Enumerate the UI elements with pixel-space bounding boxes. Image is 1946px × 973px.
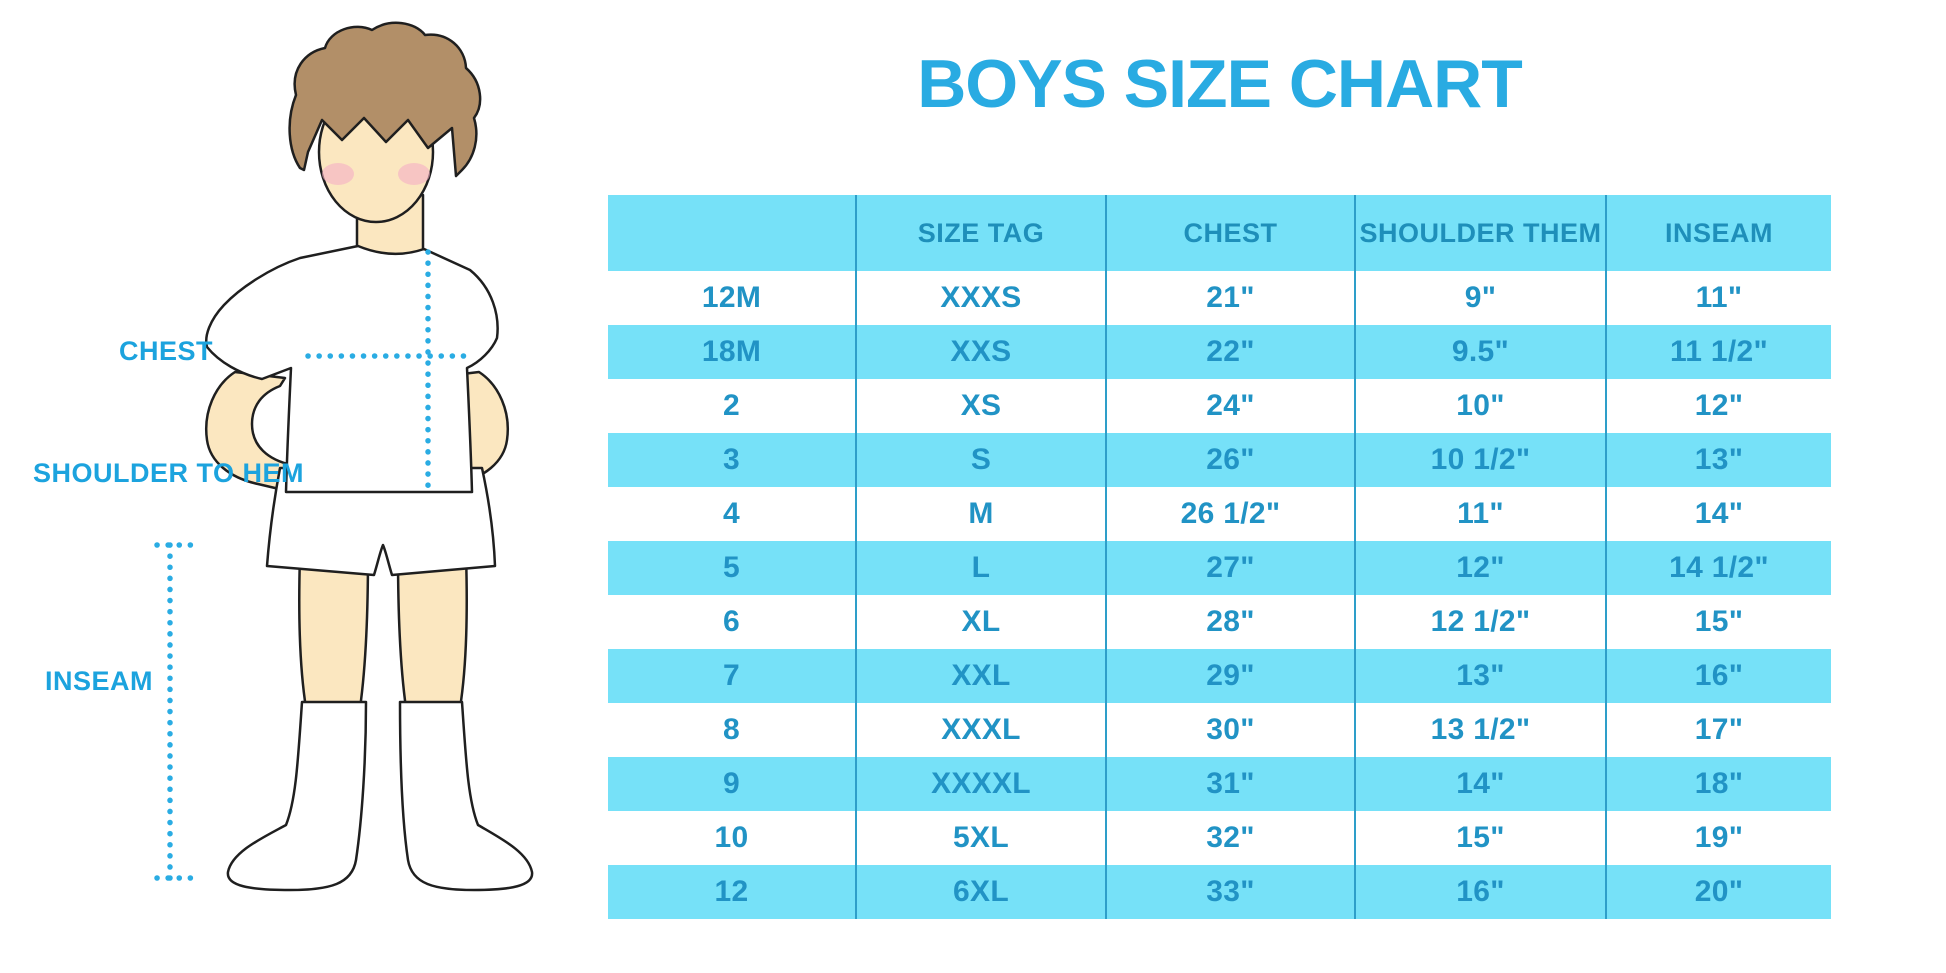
table-cell: 12M: [701, 281, 762, 314]
table-cell: 5XL: [855, 811, 1105, 865]
table-cell: 14 1/2": [1605, 541, 1831, 595]
measurement-illustration: CHEST SHOULDER TO HEM INSEAM: [0, 0, 560, 973]
table-row: 12M XXXS 21" 9" 11": [608, 271, 1831, 325]
table-row: 6 XL 28" 12 1/2" 15": [608, 595, 1831, 649]
boy-left-cheek-blush: [322, 163, 354, 185]
table-cell: 32": [1105, 811, 1354, 865]
table-cell: XXXL: [855, 703, 1105, 757]
table-cell: XS: [855, 379, 1105, 433]
table-cell: 5: [723, 551, 740, 584]
chest-label: CHEST: [119, 336, 214, 366]
table-cell: 26": [1105, 433, 1354, 487]
table-cell: 31": [1105, 757, 1354, 811]
table-cell: 7: [723, 659, 740, 692]
table-cell: 14": [1605, 487, 1831, 541]
table-cell: 12": [1605, 379, 1831, 433]
table-row: 2 XS 24" 10" 12": [608, 379, 1831, 433]
table-cell: L: [855, 541, 1105, 595]
table-cell: 29": [1105, 649, 1354, 703]
table-cell: 28": [1105, 595, 1354, 649]
table-cell: 13": [1605, 433, 1831, 487]
table-cell: 10 1/2": [1354, 433, 1605, 487]
boy-shorts: [265, 466, 497, 577]
table-cell: XXXS: [855, 271, 1105, 325]
table-cell: 18": [1605, 757, 1831, 811]
table-cell: 15": [1605, 595, 1831, 649]
table-cell: 26 1/2": [1105, 487, 1354, 541]
table-row: 7 XXL 29" 13" 16": [608, 649, 1831, 703]
table-cell: XXXXL: [855, 757, 1105, 811]
table-cell: S: [855, 433, 1105, 487]
table-cell: 8: [723, 713, 740, 746]
table-row: 18M XXS 22" 9.5" 11 1/2": [608, 325, 1831, 379]
table-cell: 24": [1105, 379, 1354, 433]
header-cell: INSEAM: [1605, 195, 1831, 271]
table-cell: 11": [1605, 271, 1831, 325]
table-cell: 9": [1354, 271, 1605, 325]
table-cell: 9.5": [1354, 325, 1605, 379]
table-cell: M: [855, 487, 1105, 541]
table-cell: 4: [723, 497, 740, 530]
table-cell: 18M: [701, 335, 762, 368]
boy-shirt: [205, 244, 499, 494]
table-cell: 17": [1605, 703, 1831, 757]
table-row: 4 M 26 1/2" 11" 14": [608, 487, 1831, 541]
table-row: 9 XXXXL 31" 14" 18": [608, 757, 1831, 811]
table-cell: 12": [1354, 541, 1605, 595]
table-row: 8 XXXL 30" 13 1/2" 17": [608, 703, 1831, 757]
table-cell: 33": [1105, 865, 1354, 919]
boy-figure-illustration: [154, 21, 534, 892]
table-cell: 16": [1354, 865, 1605, 919]
table-cell: 3: [723, 443, 740, 476]
boy-right-sock: [398, 700, 534, 892]
boy-hair: [288, 21, 482, 178]
table-cell: 10: [714, 821, 749, 854]
table-cell: XXS: [855, 325, 1105, 379]
header-cell: SHOULDER THEM: [1354, 195, 1605, 271]
inseam-label: INSEAM: [45, 666, 154, 696]
table-row: 3 S 26" 10 1/2" 13": [608, 433, 1831, 487]
table-cell: XXL: [855, 649, 1105, 703]
table-cell: 30": [1105, 703, 1354, 757]
boy-left-leg: [298, 553, 370, 710]
table-cell: 6XL: [855, 865, 1105, 919]
header-cell: [608, 195, 855, 271]
table-cell: 12 1/2": [1354, 595, 1605, 649]
table-cell: XL: [855, 595, 1105, 649]
table-cell: 14": [1354, 757, 1605, 811]
page-title: BOYS SIZE CHART: [917, 46, 1523, 122]
boy-right-cheek-blush: [398, 163, 430, 185]
boy-left-sock: [226, 700, 368, 892]
table-cell: 13 1/2": [1354, 703, 1605, 757]
size-table-body: 12M XXXS 21" 9" 11" 18M XXS 22" 9.5" 11 1/2" 2 XS 24…: [608, 271, 1831, 919]
table-cell: 20": [1605, 865, 1831, 919]
size-table-header: SIZE TAG CHEST SHOULDER THEM INSEAM: [608, 195, 1831, 271]
table-cell: 9: [723, 767, 740, 800]
table-row: 5 L 27" 12" 14 1/2": [608, 541, 1831, 595]
table-cell: 15": [1354, 811, 1605, 865]
table-cell: 2: [723, 389, 740, 422]
boy-right-leg: [396, 553, 468, 710]
table-row: 10 5XL 32" 15" 19": [608, 811, 1831, 865]
table-cell: 19": [1605, 811, 1831, 865]
table-cell: 6: [723, 605, 740, 638]
table-cell: 11 1/2": [1605, 325, 1831, 379]
table-cell: 13": [1354, 649, 1605, 703]
table-cell: 10": [1354, 379, 1605, 433]
table-cell: 16": [1605, 649, 1831, 703]
table-cell: 27": [1105, 541, 1354, 595]
header-cell: SIZE TAG: [855, 195, 1105, 271]
table-cell: 22": [1105, 325, 1354, 379]
header-cell: CHEST: [1105, 195, 1354, 271]
table-cell: 12: [714, 875, 749, 908]
table-cell: 11": [1354, 487, 1605, 541]
size-table: SIZE TAG CHEST SHOULDER THEM INSEAM 12M XXXS…: [608, 195, 1831, 919]
shoulder-to-hem-label: SHOULDER TO HEM: [33, 458, 305, 488]
table-cell: 21": [1105, 271, 1354, 325]
table-row: 12 6XL 33" 16" 20": [608, 865, 1831, 919]
